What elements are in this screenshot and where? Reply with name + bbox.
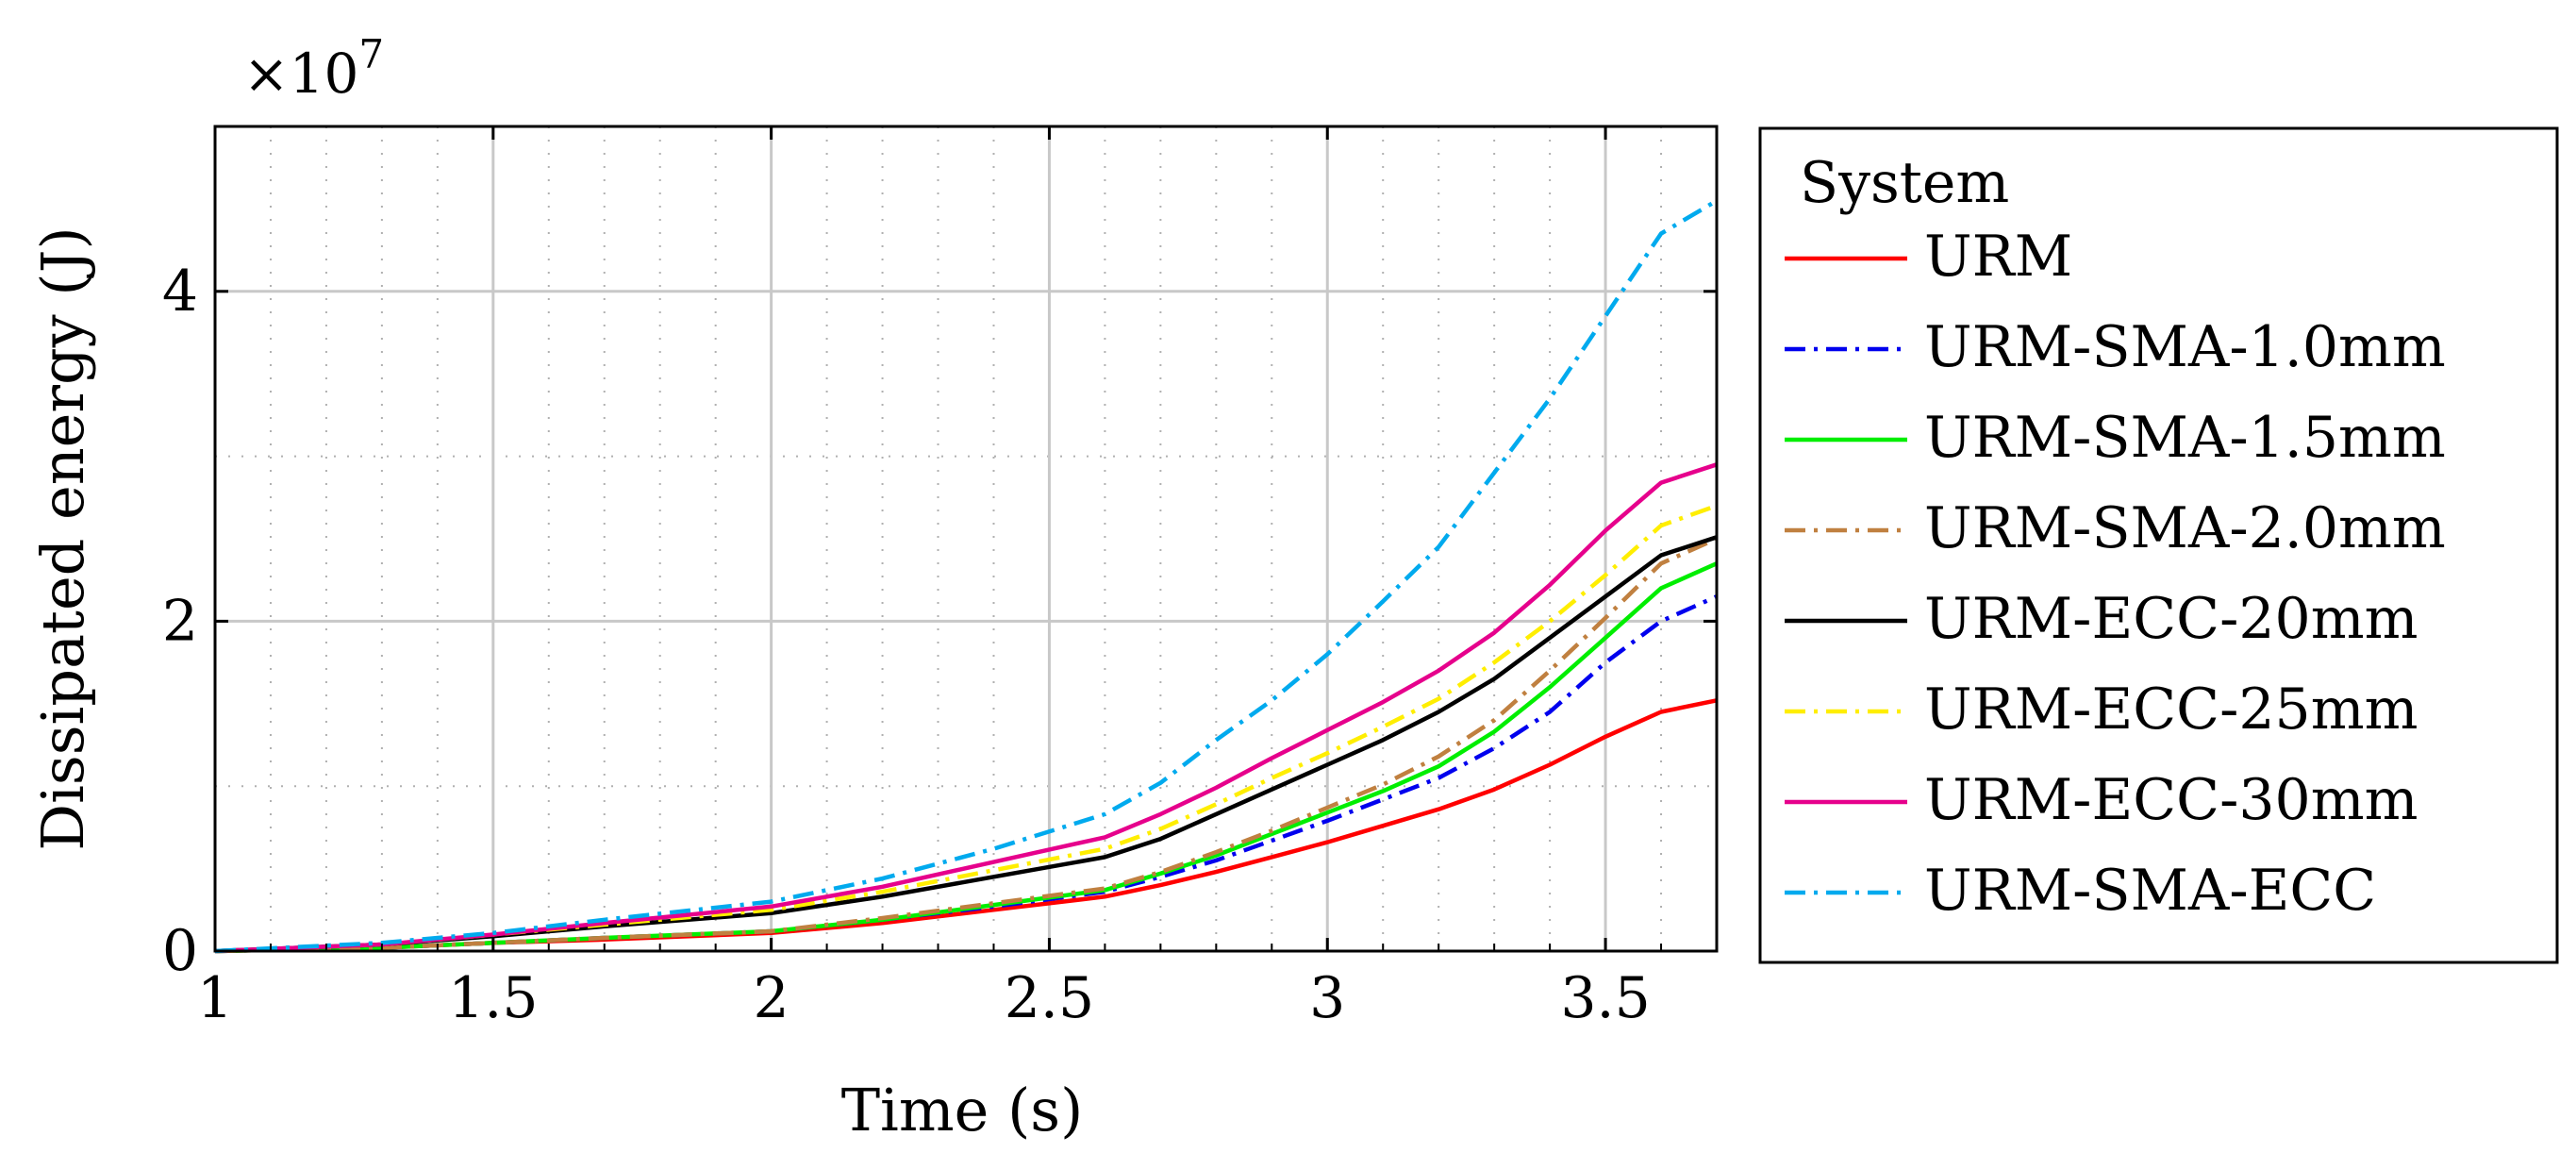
y-axis-title: Dissipated energy (J) <box>28 226 97 850</box>
legend-label: URM-ECC-20mm <box>1924 586 2418 652</box>
legend-label: URM-SMA-ECC <box>1924 858 2376 924</box>
x-tick-label: 1.5 <box>448 965 538 1031</box>
legend-label: URM-SMA-1.0mm <box>1924 314 2446 380</box>
legend-label: URM <box>1924 224 2072 290</box>
major-grid <box>215 126 1717 951</box>
legend-label: URM-ECC-30mm <box>1924 767 2418 833</box>
x-tick-label: 1 <box>197 965 233 1031</box>
y-axis-multiplier: ×107 <box>243 31 384 106</box>
legend-label: URM-SMA-2.0mm <box>1924 495 2446 561</box>
legend-label: URM-ECC-25mm <box>1924 677 2418 743</box>
legend: System URM URM-SMA-1.0mm URM-SMA-1.5mm URM-… <box>1758 126 2559 964</box>
series-line-urm-sma-ecc <box>214 198 1719 954</box>
x-tick-label: 2.5 <box>1005 965 1094 1031</box>
series-lines <box>214 198 1719 954</box>
x-axis-title: Time (s) <box>841 1076 1084 1145</box>
legend-title: System <box>1800 150 2009 216</box>
x-tick-labels: 1 1.5 2 2.5 3 3.5 <box>197 965 1651 1031</box>
y-tick-label: 2 <box>162 588 198 654</box>
y-tick-label: 4 <box>162 259 198 325</box>
legend-entries: URM URM-SMA-1.0mm URM-SMA-1.5mm URM-SMA-2.0… <box>1785 224 2446 924</box>
series-line-urm-ecc-30mm <box>214 462 1718 954</box>
y-tick-labels: 0 2 4 <box>162 259 198 984</box>
axis-ticks <box>213 126 1717 953</box>
y-tick-label: 0 <box>162 918 198 984</box>
x-tick-label: 3.5 <box>1560 965 1650 1031</box>
legend-label: URM-SMA-1.5mm <box>1924 405 2446 471</box>
plot-area-frame <box>213 125 1719 953</box>
x-tick-label: 2 <box>754 965 789 1031</box>
x-tick-label: 3 <box>1309 965 1345 1031</box>
legend-frame <box>1758 126 2559 964</box>
series-line-urm-sma-2-0mm <box>214 536 1718 954</box>
